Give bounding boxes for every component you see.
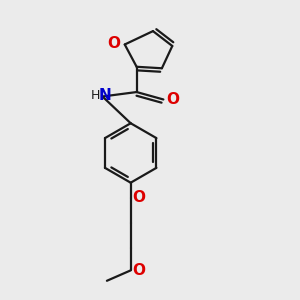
Text: O: O <box>133 190 146 205</box>
Text: O: O <box>167 92 179 107</box>
Text: O: O <box>133 263 146 278</box>
Text: N: N <box>99 88 112 103</box>
Text: O: O <box>107 36 120 51</box>
Text: H: H <box>90 89 100 102</box>
